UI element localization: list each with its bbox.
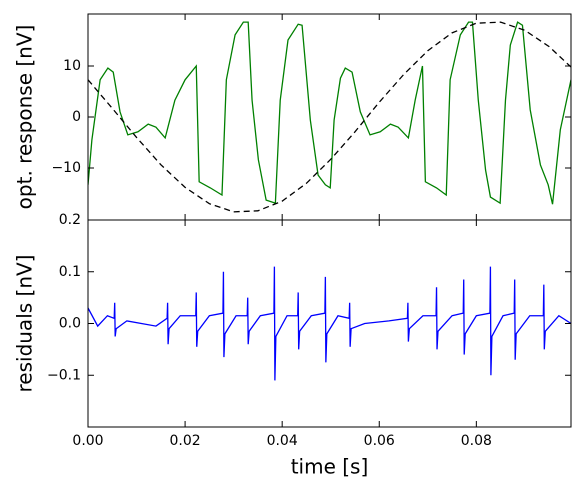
x-tick-label: 0.04: [267, 433, 298, 449]
data-line: [88, 21, 571, 205]
x-tick-label: 0.00: [72, 433, 103, 449]
x-axis-label: time [s]: [291, 455, 369, 479]
y-tick-label: 0.2: [59, 212, 81, 228]
data-line: [88, 21, 571, 213]
x-tick-label: 0.02: [169, 433, 200, 449]
y-axis-label: residuals [nV]: [13, 255, 37, 393]
y-tick-label: 0.0: [59, 316, 81, 332]
y-tick-label: 0.1: [59, 264, 81, 280]
y-tick-label: −10: [51, 160, 81, 176]
x-tick-label: 0.08: [461, 433, 492, 449]
y-tick-label: 10: [63, 58, 81, 74]
y-tick-label: −0.1: [47, 367, 81, 383]
data-line: [88, 266, 571, 381]
x-tick-label: 0.06: [364, 433, 395, 449]
axes-frame: [87, 219, 572, 428]
y-axis-label: opt. response [nV]: [13, 25, 37, 210]
axes-frame: [87, 13, 572, 221]
y-tick-label: 0: [72, 109, 81, 125]
